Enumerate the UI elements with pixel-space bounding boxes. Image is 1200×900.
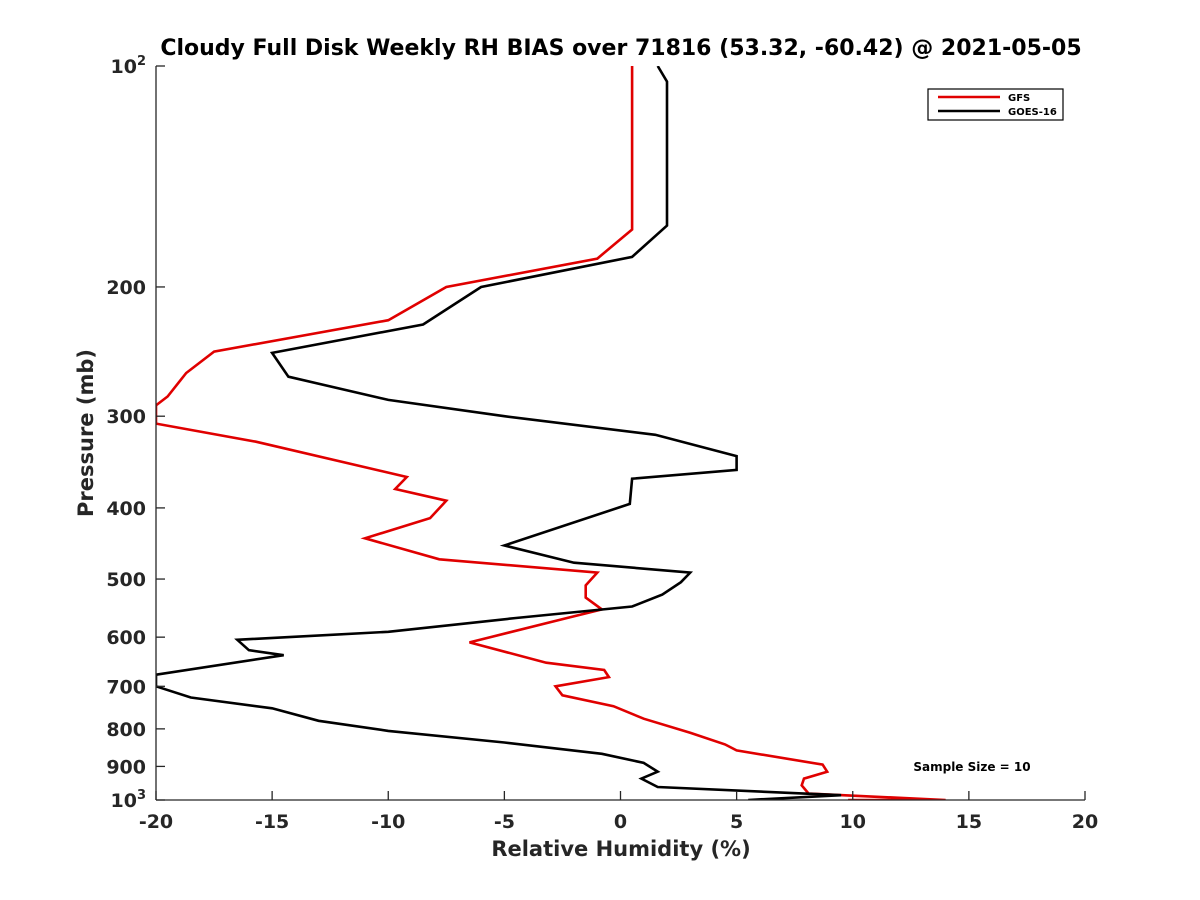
y-tick-label: 400 xyxy=(106,498,146,520)
x-tick-label: -10 xyxy=(371,811,405,833)
series-line-goes16 xyxy=(156,66,842,800)
y-tick-label: 500 xyxy=(106,569,146,591)
x-tick-label: 10 xyxy=(840,811,866,833)
x-tick-label: 15 xyxy=(956,811,982,833)
y-tick-label: 300 xyxy=(106,406,146,428)
series-line-gfs xyxy=(156,66,946,800)
y-axis-label: Pressure (mb) xyxy=(74,349,98,517)
legend: GFS GOES-16 xyxy=(927,88,1064,121)
legend-label-goes16: GOES-16 xyxy=(1008,107,1057,118)
x-tick-label: -5 xyxy=(494,811,515,833)
x-tick-label: -15 xyxy=(255,811,289,833)
chart-title: Cloudy Full Disk Weekly RH BIAS over 718… xyxy=(160,36,1081,61)
y-tick-label: 800 xyxy=(106,719,146,741)
plot-area: -20 -15 -10 -5 0 5 10 15 20 102 200 300 400 500 600 700… xyxy=(106,54,1098,833)
y-tick-label: 600 xyxy=(106,627,146,649)
x-tick-label: -20 xyxy=(139,811,173,833)
legend-label-gfs: GFS xyxy=(1008,93,1030,104)
y-tick-label: 200 xyxy=(106,277,146,299)
x-tick-label: 0 xyxy=(614,811,627,833)
y-tick-label: 700 xyxy=(106,676,146,698)
sample-size-annotation: Sample Size = 10 xyxy=(913,760,1030,774)
y-tick-label: 900 xyxy=(106,756,146,778)
y-tick-label: 102 xyxy=(111,54,147,78)
legend-box xyxy=(927,88,1064,121)
x-tick-label: 20 xyxy=(1072,811,1098,833)
x-axis-label: Relative Humidity (%) xyxy=(491,837,750,861)
x-tick-label: 5 xyxy=(730,811,743,833)
y-tick-label: 103 xyxy=(111,788,147,812)
